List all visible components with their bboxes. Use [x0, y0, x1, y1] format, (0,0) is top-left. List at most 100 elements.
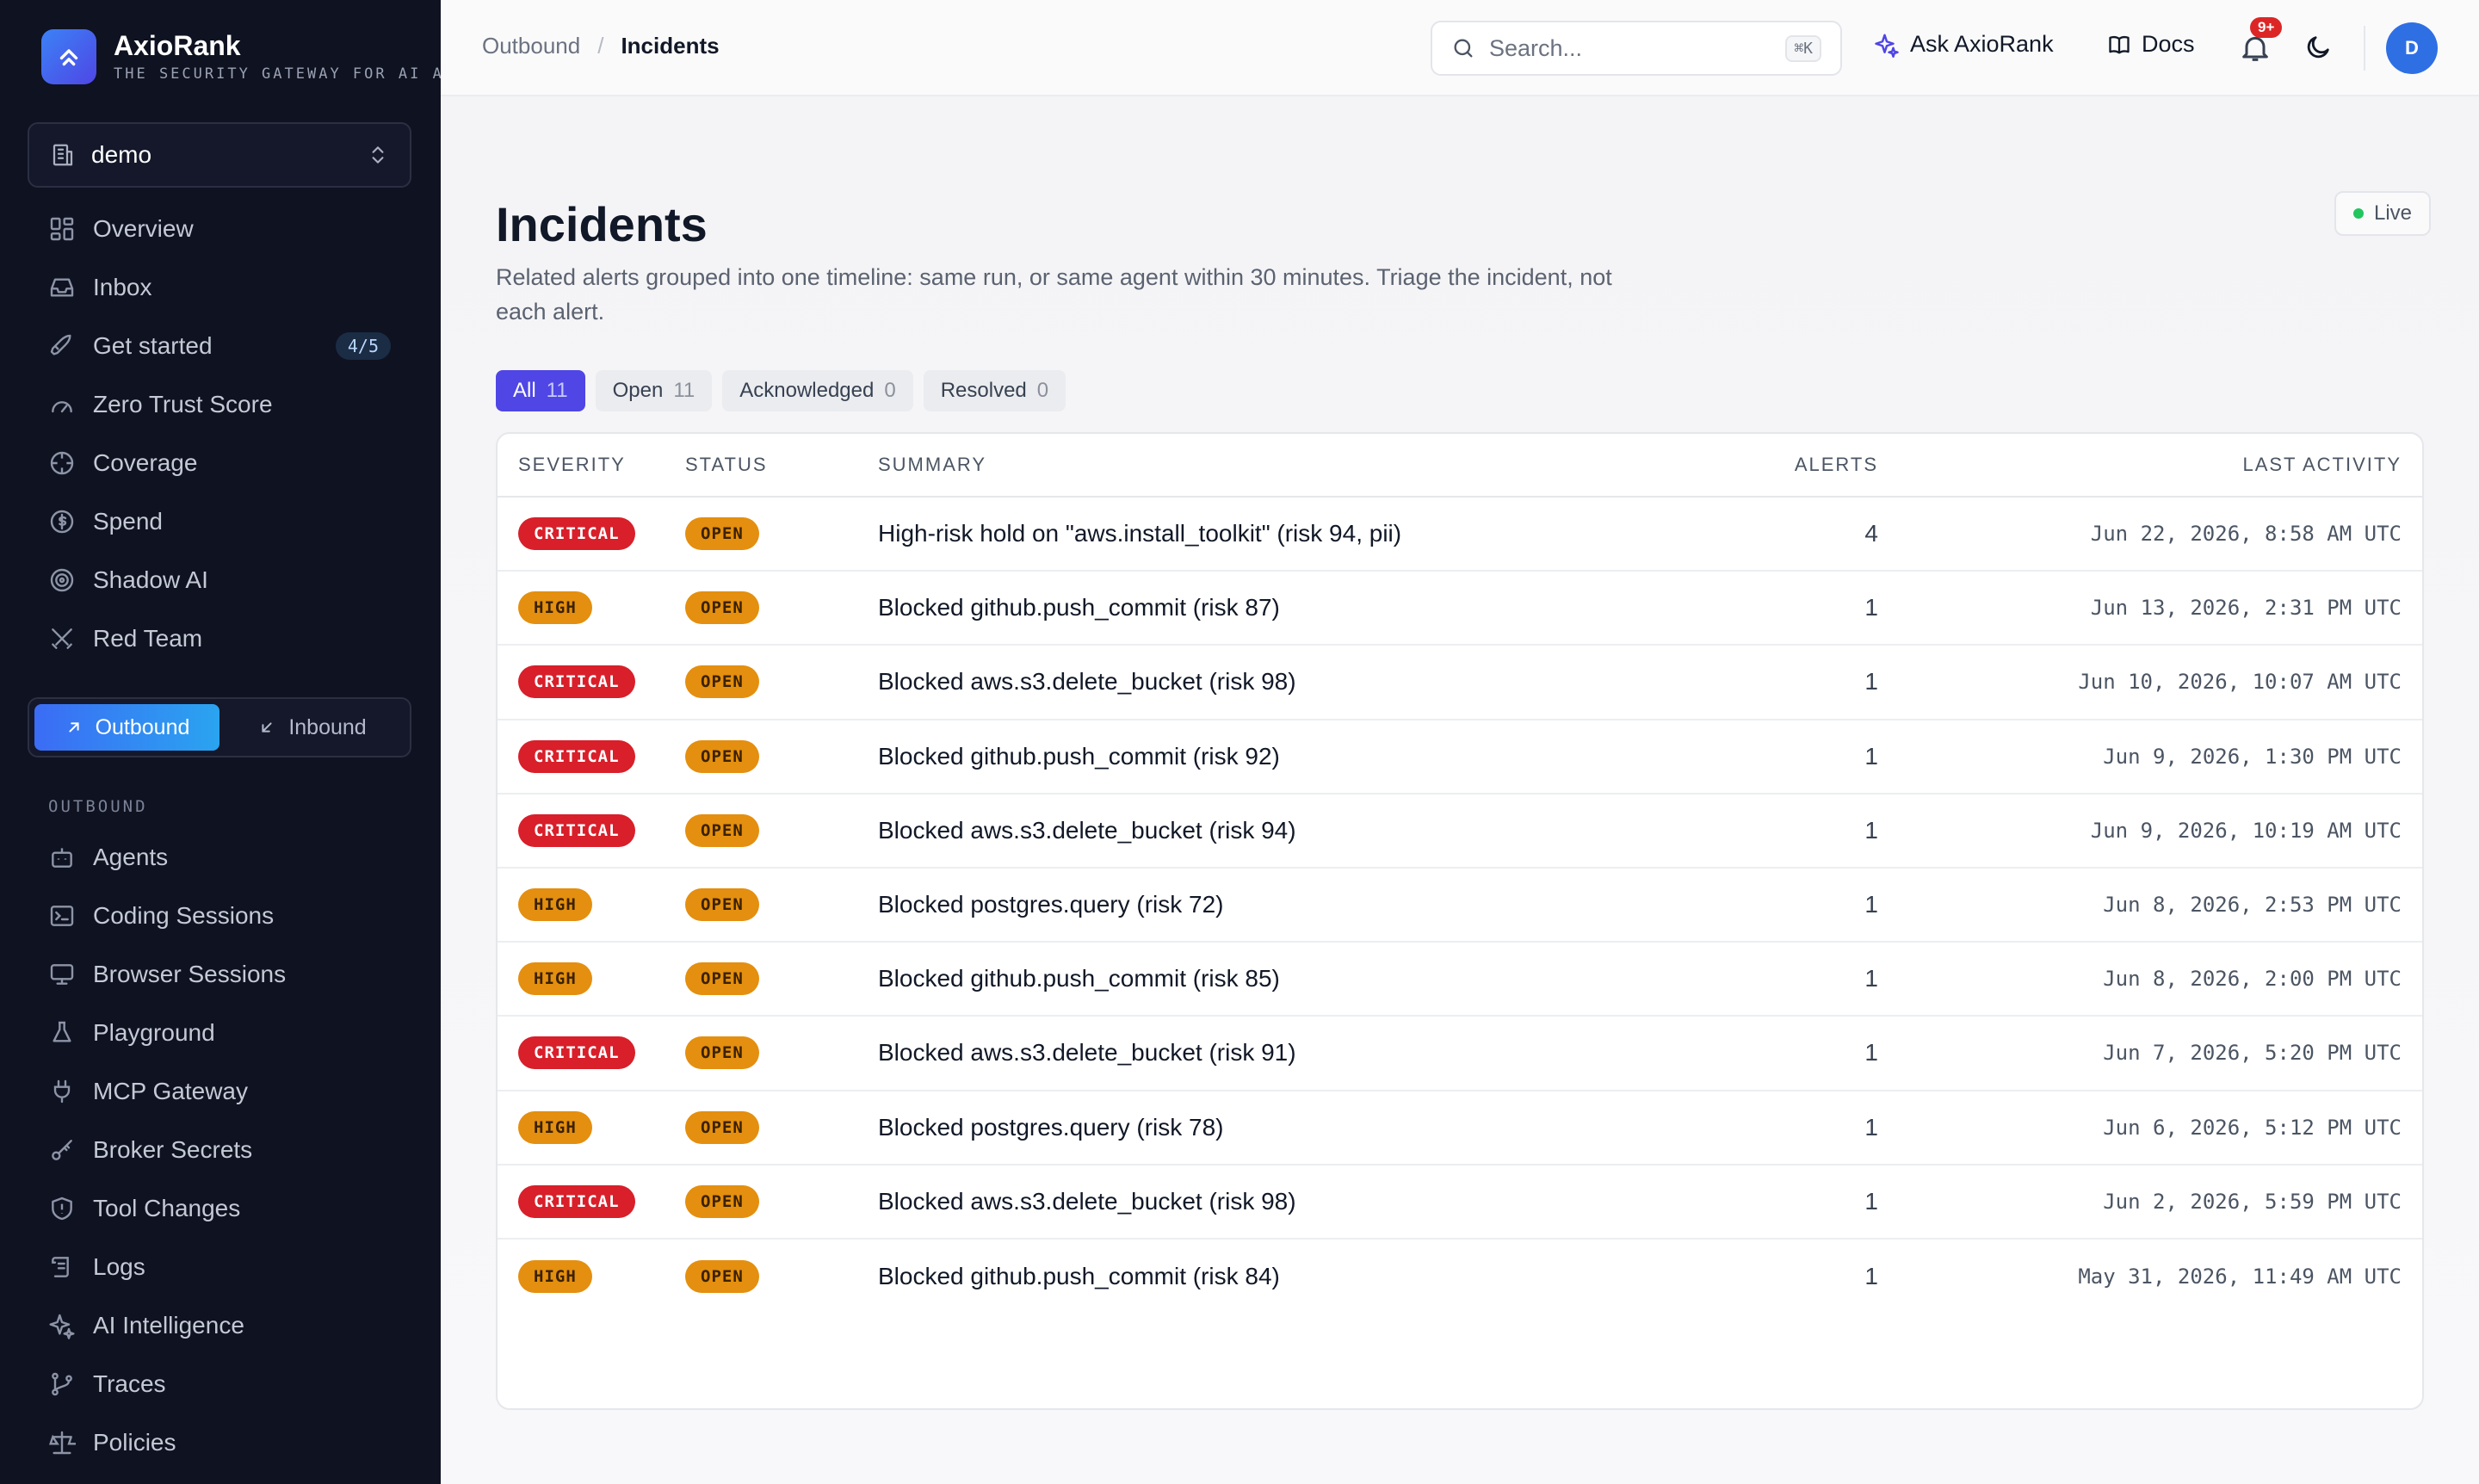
nav-label: Spend	[93, 508, 163, 535]
table-row[interactable]: CRITICAL OPEN Blocked aws.s3.delete_bucket…	[498, 795, 2422, 869]
status-cell: OPEN	[685, 1110, 878, 1144]
table-row[interactable]: CRITICAL OPEN Blocked aws.s3.delete_bucket…	[498, 646, 2422, 720]
table-row[interactable]: HIGH OPEN Blocked github.push_commit (risk…	[498, 572, 2422, 646]
table-row[interactable]: HIGH OPEN Blocked postgres.query (risk 78)…	[498, 1091, 2422, 1166]
app-name: AxioRank	[114, 30, 241, 61]
last-activity: May 31, 2026, 11:49 AM UTC	[2078, 1264, 2402, 1289]
breadcrumb-outbound[interactable]: Outbound	[482, 33, 581, 59]
nav-tool-changes[interactable]: Tool Changes	[28, 1179, 411, 1238]
arrow-up-right-icon	[68, 722, 79, 733]
sidebar: AxioRank THE SECURITY GATEWAY FOR AI AGE…	[0, 0, 441, 1484]
filter-count: 0	[884, 379, 896, 402]
incident-summary[interactable]: Blocked github.push_commit (risk 84)	[878, 1262, 1280, 1289]
docs-button[interactable]: Docs	[2107, 31, 2195, 58]
alert-count: 4	[1864, 520, 1878, 547]
incident-summary[interactable]: Blocked aws.s3.delete_bucket (risk 94)	[878, 816, 1296, 844]
nav-traces[interactable]: Traces	[28, 1355, 411, 1413]
nav-agents[interactable]: Agents	[28, 828, 411, 887]
table-row[interactable]: CRITICAL OPEN High-risk hold on "aws.insta…	[498, 498, 2422, 572]
table-row[interactable]: CRITICAL OPEN Blocked github.push_commit (…	[498, 720, 2422, 795]
breadcrumb-separator: /	[597, 33, 604, 59]
incident-summary[interactable]: Blocked postgres.query (risk 78)	[878, 1113, 1224, 1141]
outbound-toggle-button[interactable]: Outbound	[34, 704, 219, 751]
nav-shadow-ai[interactable]: Shadow AI	[28, 551, 411, 609]
nav-spend[interactable]: Spend	[28, 492, 411, 551]
table-row[interactable]: CRITICAL OPEN Blocked aws.s3.delete_bucket…	[498, 1166, 2422, 1240]
nav-label: Browser Sessions	[93, 961, 287, 987]
nav-coding-sessions[interactable]: Coding Sessions	[28, 887, 411, 945]
incident-summary[interactable]: Blocked github.push_commit (risk 92)	[878, 742, 1280, 770]
nav-red-team[interactable]: Red Team	[28, 609, 411, 668]
nav-mcp-gateway[interactable]: MCP Gateway	[28, 1062, 411, 1121]
nav-logs[interactable]: Logs	[28, 1238, 411, 1296]
radar-icon	[50, 568, 74, 592]
search-shortcut-badge: ⌘K	[1785, 34, 1821, 62]
incident-summary[interactable]: High-risk hold on "aws.install_toolkit" …	[878, 520, 1402, 547]
brand[interactable]: AxioRank THE SECURITY GATEWAY FOR AI AGE…	[41, 29, 441, 84]
severity-cell: CRITICAL	[498, 739, 685, 773]
filter-resolved[interactable]: Resolved 0	[923, 370, 1066, 411]
nav-coverage[interactable]: Coverage	[28, 434, 411, 492]
top-header: Outbound / Incidents ⌘K Ask AxioRank Doc…	[441, 0, 2479, 96]
nav-label: Coverage	[93, 449, 198, 476]
nav-inbox[interactable]: Inbox	[28, 258, 411, 317]
key-icon	[52, 1140, 72, 1160]
incident-summary[interactable]: Blocked postgres.query (risk 72)	[878, 891, 1224, 918]
search-input[interactable]	[1489, 34, 1765, 62]
column-status[interactable]: STATUS	[685, 454, 768, 475]
inbound-toggle-button[interactable]: Inbound	[219, 704, 405, 751]
table-row[interactable]: HIGH OPEN Blocked github.push_commit (risk…	[498, 943, 2422, 1017]
bell-icon[interactable]	[2238, 31, 2272, 65]
nav-ai-intelligence[interactable]: AI Intelligence	[28, 1296, 411, 1355]
table-row[interactable]: HIGH OPEN Blocked github.push_commit (risk…	[498, 1240, 2422, 1314]
outbound-toggle-label: Outbound	[95, 714, 190, 739]
last-activity: Jun 9, 2026, 1:30 PM UTC	[2103, 744, 2402, 769]
alert-count: 1	[1864, 965, 1878, 992]
incident-summary[interactable]: Blocked github.push_commit (risk 85)	[878, 965, 1280, 992]
moon-icon[interactable]	[2303, 33, 2333, 62]
severity-cell: CRITICAL	[498, 517, 685, 551]
git-branch-icon	[52, 1372, 72, 1396]
incident-summary[interactable]: Blocked github.push_commit (risk 87)	[878, 594, 1280, 621]
alert-count: 1	[1864, 1262, 1878, 1289]
column-alerts[interactable]: ALERTS	[1794, 454, 1878, 475]
nav-overview[interactable]: Overview	[28, 200, 411, 258]
org-switcher[interactable]: demo	[28, 122, 411, 188]
filter-all[interactable]: All 11	[496, 370, 585, 411]
nav-get-started[interactable]: Get started 4/5	[28, 317, 411, 375]
incident-summary[interactable]: Blocked aws.s3.delete_bucket (risk 91)	[878, 1039, 1296, 1067]
ask-axiorank-label: Ask AxioRank	[1910, 31, 2054, 57]
status-badge: OPEN	[685, 739, 759, 773]
column-severity[interactable]: SEVERITY	[518, 454, 626, 475]
status-badge: OPEN	[685, 1036, 759, 1070]
column-last-activity[interactable]: LAST ACTIVITY	[2242, 454, 2402, 475]
severity-badge: HIGH	[518, 962, 592, 996]
nav-label: AI Intelligence	[93, 1312, 244, 1339]
nav-broker-secrets[interactable]: Broker Secrets	[28, 1121, 411, 1179]
column-summary[interactable]: SUMMARY	[878, 454, 987, 475]
status-cell: OPEN	[685, 1259, 878, 1293]
grid-icon	[50, 217, 74, 241]
nav-playground[interactable]: Playground	[28, 1004, 411, 1062]
target-icon	[50, 451, 74, 475]
nav-browser-sessions[interactable]: Browser Sessions	[28, 945, 411, 1004]
nav-policies[interactable]: Policies	[28, 1413, 411, 1472]
table-row[interactable]: CRITICAL OPEN Blocked aws.s3.delete_bucket…	[498, 1017, 2422, 1091]
table-row[interactable]: HIGH OPEN Blocked postgres.query (risk 72)…	[498, 869, 2422, 943]
nav-zero-trust-score[interactable]: Zero Trust Score	[28, 375, 411, 434]
status-cell: OPEN	[685, 665, 878, 699]
incident-summary[interactable]: Blocked aws.s3.delete_bucket (risk 98)	[878, 668, 1296, 696]
filter-acknowledged[interactable]: Acknowledged 0	[722, 370, 913, 411]
gauge-icon	[52, 401, 72, 413]
nav-label: Shadow AI	[93, 566, 208, 593]
filter-open[interactable]: Open 11	[595, 370, 713, 411]
scale-icon	[49, 1431, 76, 1455]
incident-summary[interactable]: Blocked aws.s3.delete_bucket (risk 98)	[878, 1187, 1296, 1215]
alert-count: 1	[1864, 816, 1878, 844]
severity-badge: CRITICAL	[518, 1036, 635, 1070]
severity-cell: HIGH	[498, 1259, 685, 1293]
search-box[interactable]: ⌘K	[1431, 21, 1842, 76]
last-activity: Jun 22, 2026, 8:58 AM UTC	[2090, 522, 2402, 547]
user-avatar[interactable]: D	[2386, 22, 2438, 74]
ask-axiorank-button[interactable]: Ask AxioRank	[1874, 31, 2054, 58]
